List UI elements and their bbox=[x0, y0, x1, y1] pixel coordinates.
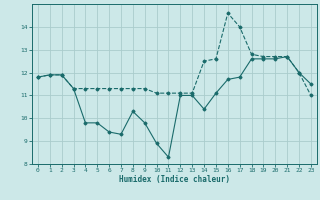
X-axis label: Humidex (Indice chaleur): Humidex (Indice chaleur) bbox=[119, 175, 230, 184]
